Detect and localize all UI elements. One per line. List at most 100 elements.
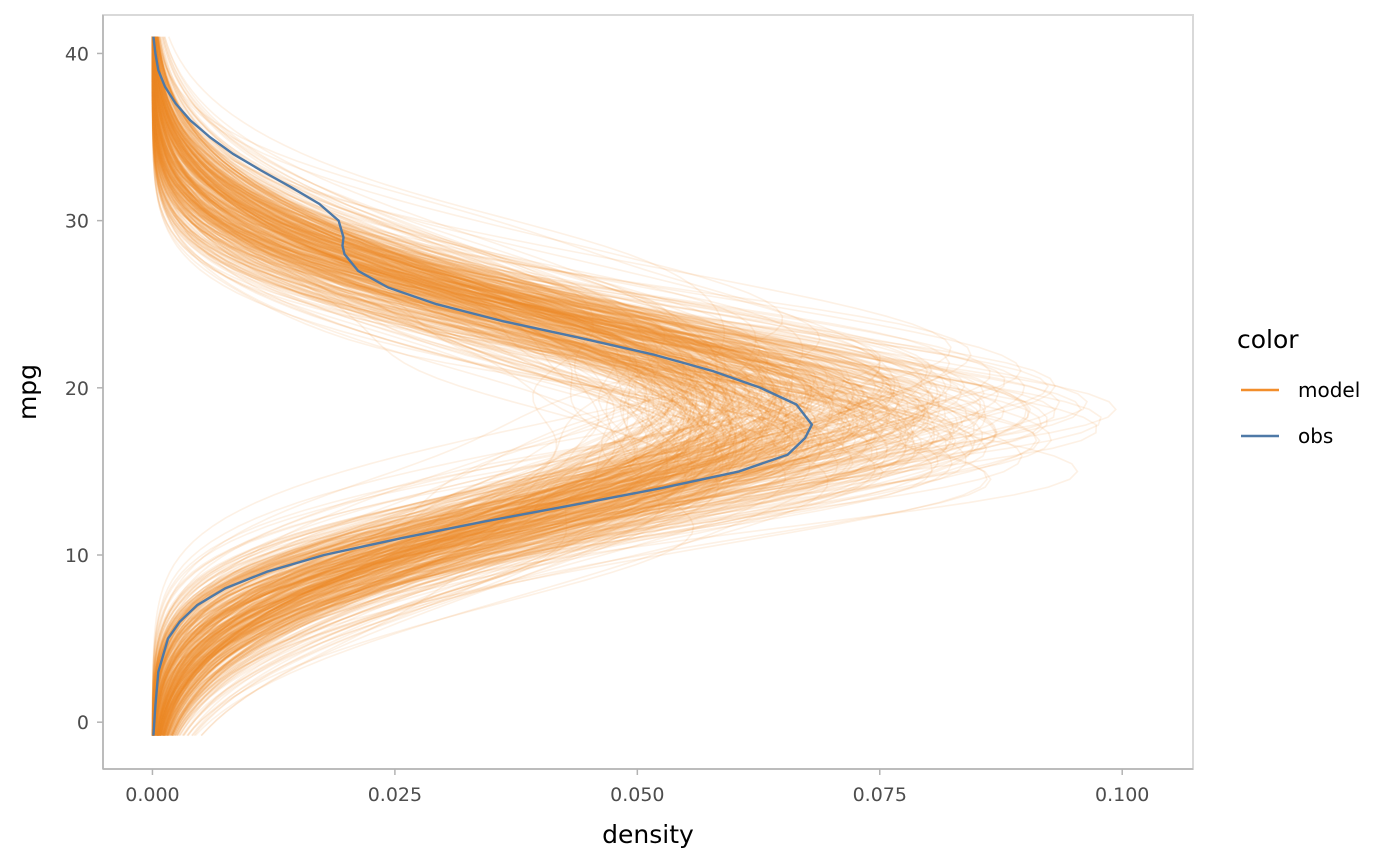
model-draw-line	[156, 36, 674, 736]
model-draw-line	[152, 36, 783, 736]
model-draw-line	[151, 36, 868, 736]
model-draw-line	[151, 36, 1023, 736]
model-draw-line	[153, 36, 733, 736]
model-draw-line	[152, 36, 854, 736]
model-draw-line	[156, 36, 780, 736]
model-draw-line	[152, 36, 966, 736]
model-draw-line	[153, 36, 728, 736]
obs-line	[152, 36, 814, 736]
model-draw-line	[152, 36, 764, 736]
model-draw-line	[151, 36, 816, 736]
model-draw-line	[151, 36, 1028, 736]
model-draw-line	[155, 36, 699, 736]
model-draw-line	[154, 36, 711, 736]
model-draw-line	[151, 36, 892, 736]
model-draw-line	[153, 36, 740, 736]
model-draw-line	[151, 36, 757, 736]
model-draw-line	[151, 36, 1083, 736]
model-draw-line	[151, 36, 831, 736]
model-draw-line	[151, 36, 930, 736]
model-draw-line	[152, 36, 805, 736]
model-draw-line	[156, 36, 715, 736]
model-draw-line	[151, 36, 974, 736]
model-draw-line	[151, 36, 1032, 736]
model-draw-line	[151, 36, 829, 736]
model-draw-line	[154, 36, 749, 736]
model-draw-line	[152, 36, 751, 736]
model-draw-line	[151, 36, 856, 736]
model-draw-line	[153, 36, 851, 736]
model-draw-line	[151, 36, 1043, 736]
model-draw-line	[151, 36, 952, 736]
model-draw-line	[151, 36, 875, 736]
model-draw-line	[152, 36, 765, 736]
model-draw-line	[152, 36, 877, 736]
model-draw-line	[152, 36, 764, 736]
model-draw-line	[151, 36, 857, 736]
model-draw-line	[151, 36, 987, 736]
model-draw-line	[153, 36, 744, 736]
model-draw-line	[151, 36, 859, 736]
model-draw-line	[152, 36, 725, 737]
model-draw-line	[153, 36, 688, 736]
model-draw-line	[151, 36, 921, 736]
model-draw-line	[151, 36, 893, 736]
model-draw-line	[152, 36, 985, 736]
model-draw-line	[156, 36, 631, 736]
model-draw-line	[153, 36, 782, 736]
model-draw-line	[154, 36, 675, 736]
model-draw-line	[153, 36, 715, 736]
model-draw-line	[153, 36, 764, 736]
model-draw-line	[151, 36, 695, 736]
model-draw-line	[157, 36, 803, 736]
model-draw-line	[153, 36, 734, 736]
model-draw-line	[152, 36, 778, 736]
model-draw-line	[152, 36, 789, 736]
model-draw-line	[154, 36, 782, 736]
model-draw-line	[153, 36, 661, 736]
model-draw-line	[151, 36, 926, 736]
model-draw-line	[154, 36, 745, 736]
model-draw-line	[152, 36, 903, 736]
model-draw-line	[151, 36, 878, 736]
model-draw-line	[151, 36, 742, 736]
model-draw-line	[151, 36, 1102, 736]
model-draw-line	[153, 36, 793, 736]
model-draw-line	[153, 36, 704, 736]
model-draw-line	[151, 36, 798, 737]
model-draw-line	[152, 36, 719, 736]
model-draw-line	[153, 36, 776, 736]
model-draw-line	[153, 36, 846, 736]
model-draw-line	[153, 36, 798, 736]
model-draw-line	[152, 36, 896, 736]
model-draw-line	[157, 36, 717, 736]
model-draw-line	[151, 36, 865, 736]
model-draw-line	[152, 36, 800, 736]
x-tick-label: 0.050	[610, 784, 664, 806]
model-draw-line	[154, 36, 773, 737]
model-draw-line	[153, 36, 771, 736]
model-draw-line	[156, 36, 660, 736]
model-draw-line	[156, 36, 706, 736]
model-draw-line	[154, 36, 817, 736]
model-draw-line	[151, 36, 787, 736]
model-draw-line	[154, 36, 720, 736]
model-draw-line	[151, 36, 984, 736]
model-draw-line	[152, 36, 748, 736]
model-draw-line	[151, 36, 896, 736]
model-draw-line	[154, 36, 718, 736]
model-draw-line	[152, 36, 833, 736]
model-draw-line	[153, 36, 756, 736]
model-draw-line	[151, 36, 799, 736]
model-draw-line	[153, 36, 778, 736]
model-draw-line	[151, 36, 991, 736]
model-draw-line	[152, 36, 733, 736]
model-draw-line	[151, 36, 947, 736]
model-draw-line	[151, 36, 964, 736]
model-draw-line	[152, 36, 706, 736]
model-draw-line	[152, 36, 762, 736]
model-draw-line	[151, 36, 914, 736]
model-draw-line	[151, 36, 1038, 736]
model-draw-line	[152, 36, 835, 736]
plot-background	[102, 14, 1194, 770]
